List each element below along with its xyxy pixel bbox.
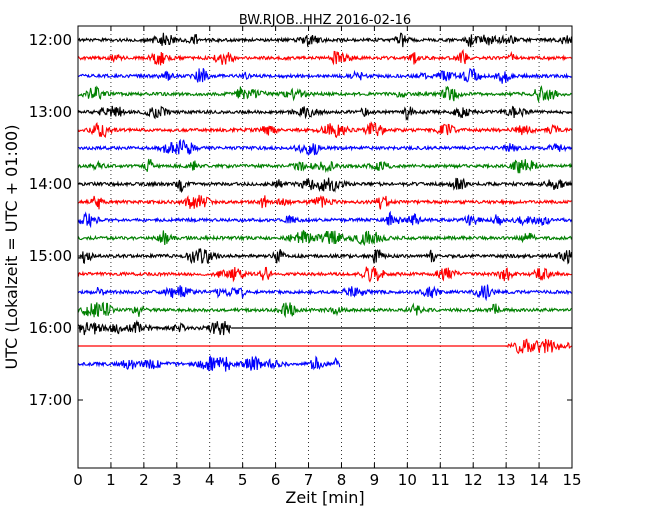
trace-row (77, 67, 572, 84)
x-tick-label: 1 (106, 471, 116, 489)
trace-wave (77, 32, 573, 48)
trace-row (77, 48, 572, 66)
x-tick-label: 0 (73, 471, 83, 489)
y-axis: 12:00 13:00 14:00 15:00 16:00 17:00 (29, 31, 572, 409)
trace-row (77, 266, 572, 283)
y-tick-label: 16:00 (29, 319, 72, 337)
x-tick-label: 15 (562, 471, 581, 489)
trace-wave (77, 284, 572, 302)
trace-wave (507, 338, 572, 355)
y-axis-label: UTC (Lokalzeit = UTC + 01:00) (2, 125, 21, 370)
trace-row (77, 301, 572, 319)
trace-wave (77, 194, 572, 210)
trace-row (77, 355, 341, 372)
trace-row (77, 32, 573, 48)
x-tick-label: 14 (530, 471, 549, 489)
trace-wave (77, 48, 572, 66)
trace-row (77, 138, 572, 156)
trace-wave (77, 248, 573, 265)
trace-wave (77, 319, 232, 336)
trace-wave (77, 177, 573, 194)
trace-wave (77, 210, 573, 229)
x-tick-label: 2 (139, 471, 149, 489)
y-tick-label: 17:00 (29, 391, 72, 409)
trace-row (77, 105, 572, 121)
x-tick-label: 5 (238, 471, 248, 489)
trace-wave (77, 229, 573, 247)
x-tick-label: 12 (464, 471, 483, 489)
trace-wave (77, 355, 341, 372)
trace-wave (77, 138, 572, 156)
trace-row (77, 248, 573, 265)
trace-row (77, 284, 572, 302)
trace-row (77, 210, 573, 229)
trace-row (77, 229, 573, 247)
trace-group (77, 32, 573, 372)
y-tick-label: 12:00 (29, 31, 72, 49)
trace-row (77, 319, 572, 336)
grid-lines (110, 26, 540, 468)
trace-row (77, 194, 572, 210)
trace-row (77, 85, 572, 104)
trace-wave (77, 85, 572, 104)
trace-wave (77, 67, 572, 84)
x-tick-label: 4 (205, 471, 215, 489)
x-tick-label: 9 (370, 471, 380, 489)
x-tick-label: 7 (304, 471, 314, 489)
trace-row (78, 338, 572, 355)
x-tick-label: 11 (431, 471, 450, 489)
x-axis: 0 1 2 3 4 5 6 7 8 9 10 11 12 13 14 15 (73, 26, 582, 489)
x-tick-label: 8 (337, 471, 347, 489)
x-tick-label: 10 (398, 471, 417, 489)
x-tick-label: 13 (497, 471, 516, 489)
trace-wave (77, 120, 572, 139)
trace-wave (77, 105, 572, 121)
x-tick-label: 3 (172, 471, 182, 489)
trace-row (77, 158, 573, 174)
y-tick-label: 15:00 (29, 247, 72, 265)
x-axis-label: Zeit [min] (285, 488, 364, 507)
trace-wave (77, 266, 572, 283)
y-tick-label: 14:00 (29, 175, 72, 193)
trace-row (77, 120, 572, 139)
y-tick-label: 13:00 (29, 103, 72, 121)
chart-title: BW.RJOB..HHZ 2016-02-16 (239, 13, 411, 28)
trace-row (77, 177, 573, 194)
plot-frame (77, 25, 573, 469)
trace-wave (77, 158, 573, 174)
x-tick-label: 6 (271, 471, 281, 489)
trace-wave (77, 301, 572, 319)
